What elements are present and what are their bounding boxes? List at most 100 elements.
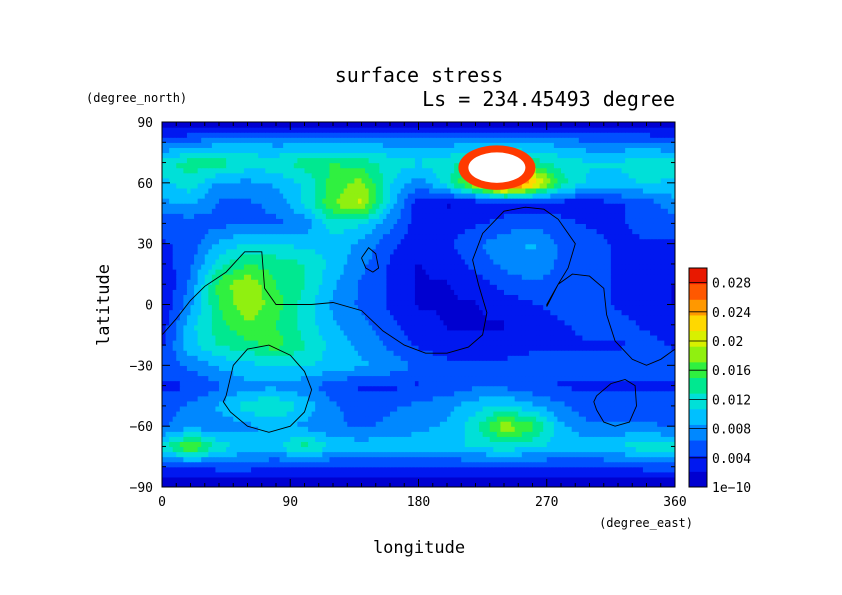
field-cell	[254, 314, 259, 321]
field-cell	[625, 329, 630, 336]
field-cell	[489, 329, 494, 336]
field-cell	[226, 329, 231, 336]
field-cell	[179, 436, 184, 442]
field-cell	[468, 350, 473, 356]
field-cell	[479, 345, 484, 351]
field-cell	[667, 421, 673, 427]
field-cell	[311, 410, 316, 417]
field-cell	[496, 476, 502, 483]
field-cell	[229, 339, 234, 346]
field-cell	[222, 339, 227, 346]
field-cell	[375, 466, 380, 473]
field-cell	[397, 345, 402, 351]
field-cell	[229, 471, 234, 478]
field-cell	[372, 410, 377, 417]
field-cell	[414, 451, 420, 458]
field-cell	[286, 385, 291, 392]
field-cell	[286, 400, 291, 407]
field-cell	[382, 334, 388, 341]
field-cell	[379, 400, 384, 407]
field-cell	[543, 476, 548, 483]
field-cell	[568, 405, 573, 412]
field-cell	[315, 436, 320, 442]
field-cell	[354, 380, 359, 387]
field-cell	[429, 314, 434, 321]
field-cell	[293, 466, 298, 473]
field-cell	[204, 466, 209, 473]
field-cell	[543, 339, 548, 346]
field-cell	[536, 390, 541, 397]
field-cell	[496, 446, 502, 453]
field-cell	[514, 370, 519, 377]
field-cell	[600, 446, 605, 453]
field-cell	[504, 334, 509, 341]
field-cell	[397, 365, 402, 371]
field-cell	[404, 355, 409, 361]
field-cell	[646, 390, 651, 397]
field-cell	[471, 416, 477, 422]
field-cell	[240, 390, 245, 397]
field-cell	[578, 385, 583, 392]
field-cell	[596, 334, 601, 341]
field-cell	[194, 456, 199, 463]
field-cell	[568, 456, 573, 463]
field-cell	[518, 416, 523, 422]
field-cell	[300, 426, 306, 432]
field-cell	[190, 461, 195, 468]
field-cell	[361, 421, 366, 427]
field-cell	[393, 405, 398, 412]
field-cell	[179, 471, 184, 478]
field-cell	[329, 355, 334, 361]
field-cell	[550, 334, 555, 341]
field-cell	[543, 385, 548, 392]
field-cell	[183, 476, 188, 483]
field-cell	[528, 451, 534, 458]
field-cell	[500, 446, 505, 453]
field-cell	[518, 431, 523, 437]
field-cell	[418, 405, 423, 412]
field-cell	[283, 466, 288, 473]
field-cell	[454, 426, 459, 432]
field-cell	[357, 339, 363, 346]
field-cell	[208, 471, 213, 478]
field-cell	[315, 365, 320, 371]
field-cell	[507, 355, 512, 361]
field-cell	[418, 375, 423, 382]
field-cell	[429, 360, 434, 366]
field-cell	[518, 436, 523, 442]
field-cell	[457, 446, 462, 453]
field-cell	[186, 360, 192, 366]
field-cell	[219, 385, 224, 392]
field-cell	[211, 410, 217, 417]
field-cell	[411, 375, 416, 382]
field-cell	[479, 390, 484, 397]
field-cell	[208, 416, 213, 422]
field-cell	[475, 426, 480, 432]
field-cell	[482, 375, 487, 382]
field-cell	[261, 390, 266, 397]
field-cell	[336, 385, 341, 392]
field-cell	[215, 365, 220, 371]
field-cell	[286, 334, 291, 341]
field-cell	[222, 314, 227, 321]
field-cell	[568, 446, 573, 453]
field-cell	[585, 339, 591, 346]
field-cell	[322, 370, 327, 377]
field-cell	[436, 360, 441, 366]
field-cell	[325, 375, 331, 382]
field-cell	[536, 324, 541, 331]
field-cell	[664, 426, 669, 432]
field-cell	[293, 390, 298, 397]
field-cell	[165, 466, 170, 473]
field-cell	[507, 416, 512, 422]
field-cell	[279, 309, 284, 316]
field-cell	[646, 436, 651, 442]
field-cell	[507, 350, 512, 356]
field-cell	[258, 355, 263, 361]
field-cell	[300, 446, 306, 453]
field-cell	[325, 339, 331, 346]
field-cell	[343, 446, 348, 453]
field-cell	[215, 426, 220, 432]
field-cell	[550, 350, 555, 356]
field-cell	[347, 476, 352, 483]
